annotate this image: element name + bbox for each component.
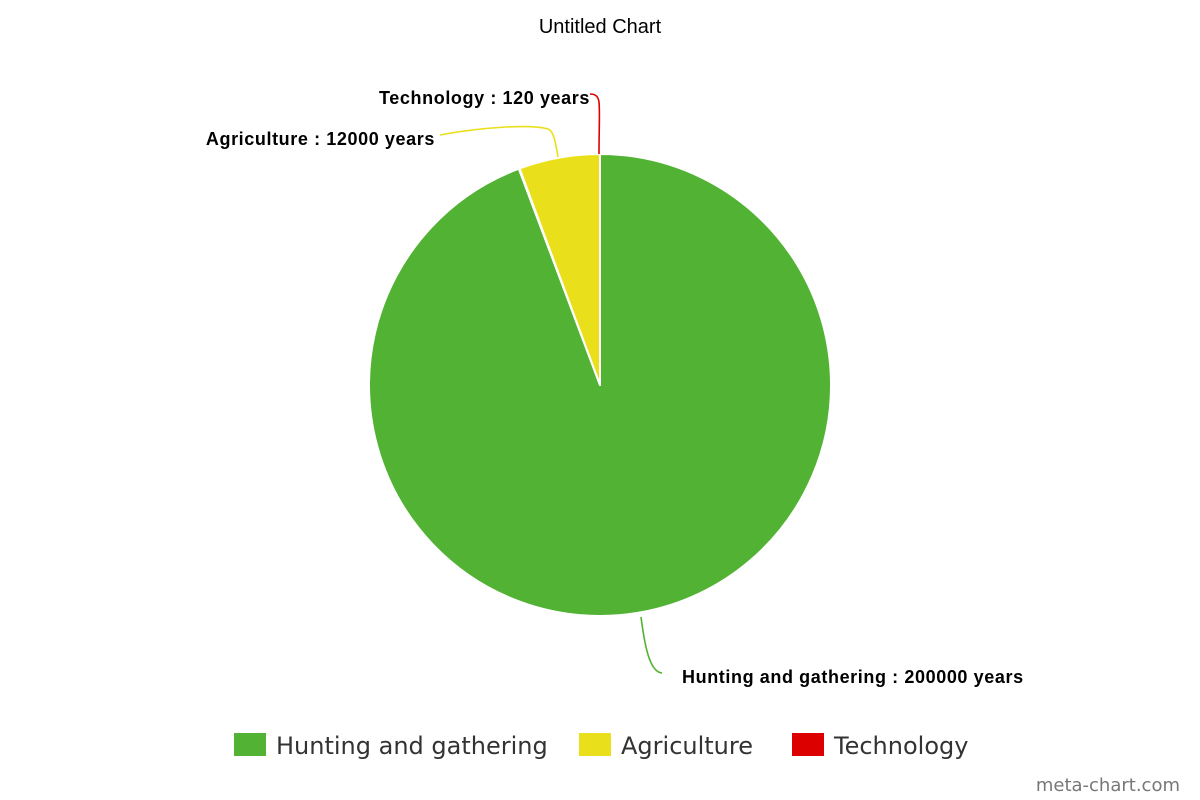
legend-swatch-agriculture [579, 733, 611, 756]
pie-slices [368, 153, 833, 617]
pie-slice-agriculture[interactable] [518, 153, 601, 386]
watermark: meta-chart.com [1036, 775, 1180, 796]
connector-agriculture [439, 125, 559, 158]
label-connectors [439, 93, 663, 674]
legend-swatch-hunting-and-gathering [234, 733, 266, 756]
slice-label-hunting-and-gathering: Hunting and gathering : 200000 years [682, 667, 1024, 687]
slice-label-agriculture: Agriculture : 12000 years [206, 129, 435, 149]
chart-legend: Hunting and gathering Agriculture Techno… [234, 732, 968, 760]
legend-label-technology: Technology [833, 732, 968, 760]
slice-label-technology: Technology : 120 years [379, 88, 590, 108]
connector-technology [589, 93, 601, 155]
slice-labels: Technology : 120 years Agriculture : 120… [206, 88, 1024, 687]
legend-label-agriculture: Agriculture [621, 732, 753, 760]
legend-item-agriculture[interactable]: Agriculture [579, 732, 753, 760]
legend-label-hunting-and-gathering: Hunting and gathering [276, 732, 548, 760]
legend-item-technology[interactable]: Technology [792, 732, 968, 760]
legend-swatch-technology [792, 733, 824, 756]
chart-title: Untitled Chart [539, 16, 662, 38]
connector-hunting-and-gathering [640, 616, 663, 674]
legend-item-hunting-and-gathering[interactable]: Hunting and gathering [234, 732, 548, 760]
